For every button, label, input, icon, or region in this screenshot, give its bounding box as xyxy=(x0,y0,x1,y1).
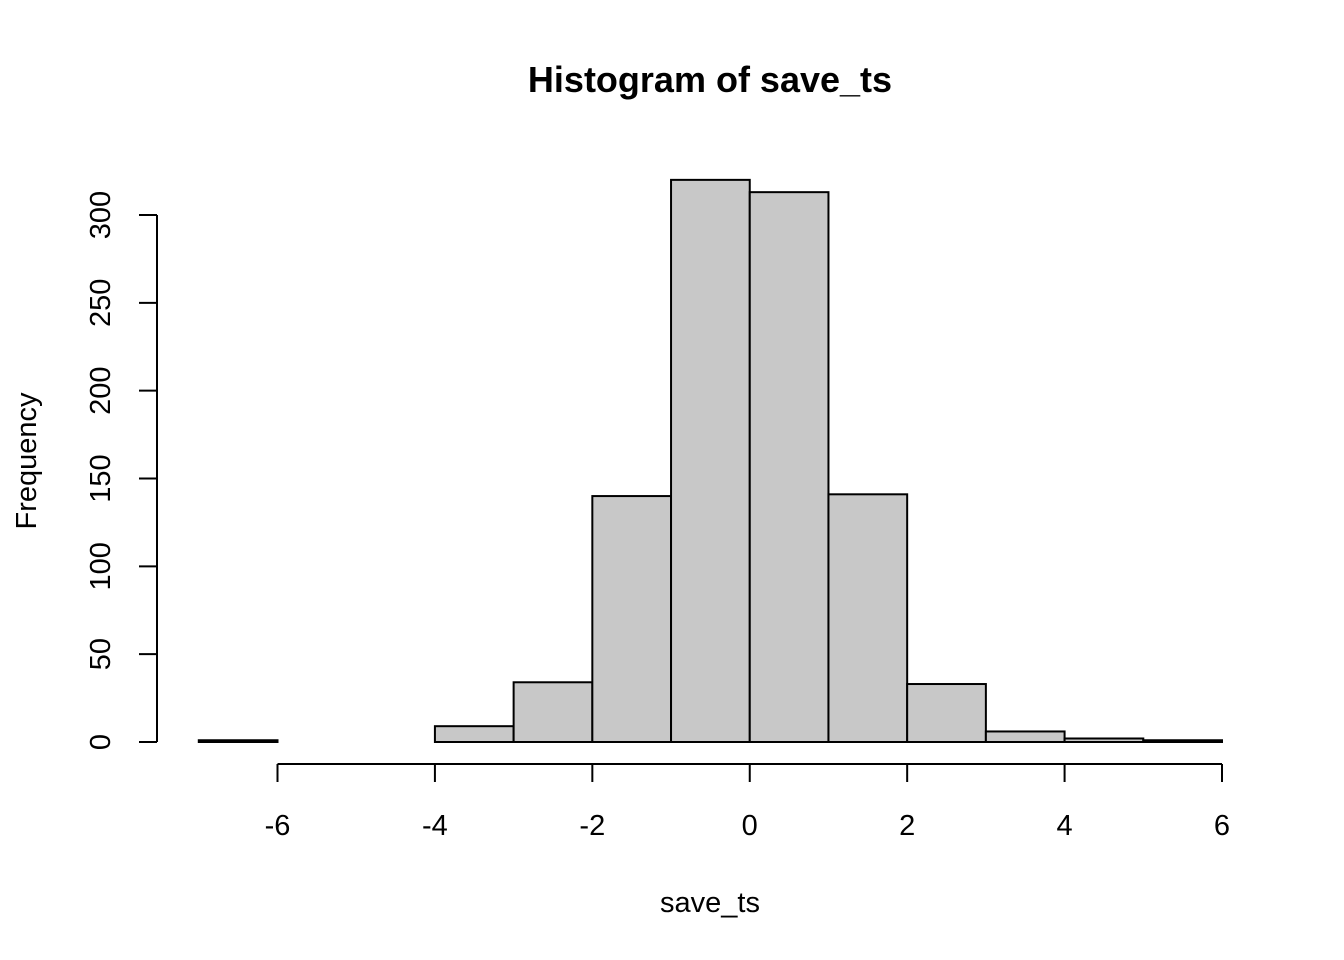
histogram-bar xyxy=(433,725,515,744)
histogram-bar xyxy=(906,683,987,744)
y-tick-label: 300 xyxy=(85,191,117,239)
bars-group xyxy=(197,178,1223,744)
histogram-bar xyxy=(1142,739,1223,744)
histogram-bar xyxy=(984,730,1066,744)
x-tick-label: 2 xyxy=(899,810,915,842)
x-tick-label: -6 xyxy=(265,810,291,842)
histogram-bar xyxy=(670,178,751,744)
y-tick-label: 0 xyxy=(85,734,117,750)
x-tick-label: 6 xyxy=(1214,810,1230,842)
histogram-bar xyxy=(1063,737,1145,744)
histogram-bar xyxy=(197,739,279,744)
histogram-bar xyxy=(748,191,830,743)
x-tick-label: 0 xyxy=(742,810,758,842)
x-tick-label: -2 xyxy=(579,810,605,842)
x-tick-label: 4 xyxy=(1057,810,1073,842)
histogram-bar xyxy=(512,681,594,743)
x-axis: -6 -4 -2 0 2 4 6 xyxy=(265,763,1230,842)
x-axis-label: save_ts xyxy=(660,887,760,919)
histogram-bar xyxy=(827,493,909,743)
y-axis: 0 50 100 150 200 250 300 xyxy=(85,191,158,750)
y-tick-label: 100 xyxy=(85,542,117,590)
chart-title: Histogram of save_ts xyxy=(528,59,892,100)
y-tick-label: 200 xyxy=(85,366,117,414)
y-tick-label: 50 xyxy=(85,638,117,670)
y-tick-label: 250 xyxy=(85,279,117,327)
histogram-bar xyxy=(591,495,673,744)
x-tick-label: -4 xyxy=(422,810,448,842)
y-axis-label: Frequency xyxy=(11,392,43,530)
y-tick-label: 150 xyxy=(85,454,117,502)
